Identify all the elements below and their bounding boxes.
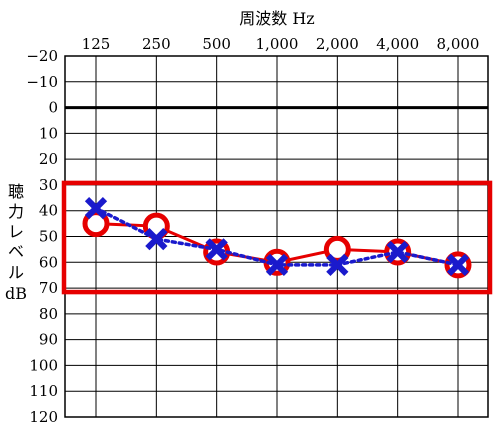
data-point-circle — [82, 210, 110, 238]
x-marker-stroke — [205, 238, 228, 261]
y-tick-labels: −20 −10 0 10 20 30 40 50 60 70 80 90 100 110 120 — [26, 47, 58, 426]
data-point-circle — [323, 235, 351, 263]
x-tick-labels: 125 250 500 1,000 2,000 4,000 8,000 — [82, 35, 480, 53]
x-marker-stroke — [145, 227, 168, 251]
x-tick-label: 500 — [202, 35, 231, 53]
data-point-x — [145, 227, 168, 251]
x-tick-label: 4,000 — [376, 35, 419, 53]
x-tick-label: 250 — [142, 35, 171, 53]
y-axis-title-char: dB — [5, 284, 27, 303]
x-marker-stroke — [84, 197, 108, 220]
x-marker-stroke — [326, 253, 349, 276]
y-tick-label: 20 — [39, 150, 58, 168]
x-axis-title: 周波数 Hz — [239, 9, 314, 28]
y-tick-label: 80 — [39, 305, 58, 323]
y-tick-label: 120 — [29, 408, 58, 426]
highlight-band-rect — [61, 180, 493, 295]
data-point-x — [326, 253, 349, 276]
series — [82, 197, 472, 279]
y-axis-title-char: レ — [8, 222, 24, 241]
y-axis-title-char: 聴 — [8, 182, 24, 201]
data-point-x — [446, 253, 470, 276]
data-point-x — [265, 253, 289, 276]
y-tick-label: 40 — [39, 202, 58, 220]
y-tick-label: 110 — [29, 382, 58, 400]
x-marker-stroke — [386, 240, 409, 264]
y-tick-label: 0 — [48, 99, 58, 117]
x-marker-stroke — [446, 253, 470, 276]
x-tick-label: 125 — [82, 35, 111, 53]
series-2 — [84, 197, 470, 276]
x-tick-label: 8,000 — [437, 35, 480, 53]
grid — [64, 55, 489, 418]
highlight-band — [61, 180, 493, 295]
x-marker-stroke — [265, 253, 289, 276]
y-tick-label: 100 — [29, 356, 58, 374]
data-point-x — [205, 238, 228, 261]
y-tick-label: 30 — [39, 176, 58, 194]
y-axis-title-char: ル — [8, 263, 24, 282]
y-tick-label: 90 — [39, 331, 58, 349]
data-point-x — [386, 240, 409, 264]
x-tick-label: 1,000 — [256, 35, 299, 53]
y-axis-title-char: 力 — [8, 202, 24, 221]
y-axis-title-char: ベ — [8, 242, 24, 261]
x-tick-label: 2,000 — [316, 35, 359, 53]
y-tick-label: −20 — [26, 47, 58, 65]
y-tick-label: 50 — [39, 228, 58, 246]
y-tick-label: 60 — [39, 253, 58, 271]
y-tick-label: 10 — [39, 124, 58, 142]
y-tick-label: 70 — [39, 279, 58, 297]
y-tick-label: −10 — [26, 73, 58, 91]
data-point-x — [84, 197, 108, 220]
